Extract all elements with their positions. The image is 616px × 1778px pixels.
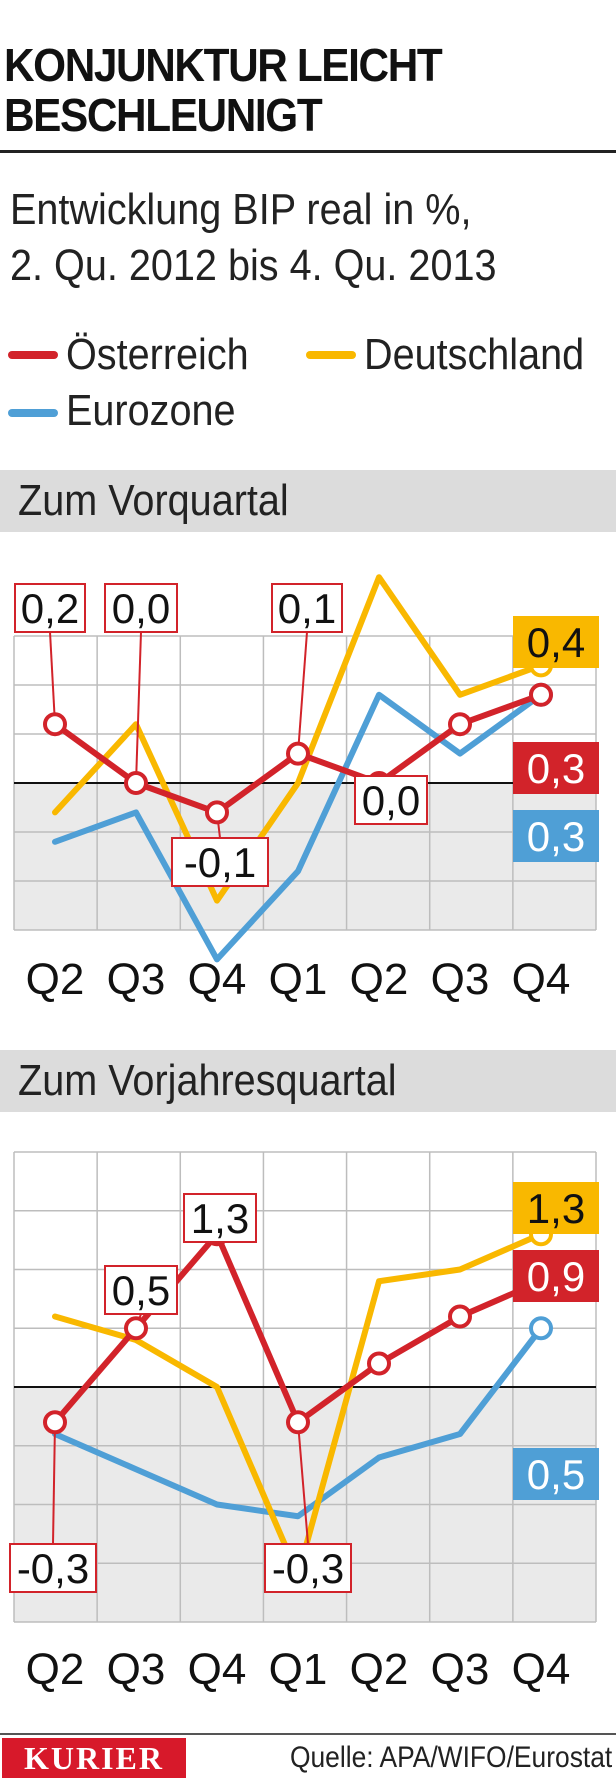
data-point-oesterreich <box>367 1351 391 1376</box>
x-tick-label-q4: Q4 <box>512 1645 571 1694</box>
data-label-box <box>183 1193 257 1243</box>
data-point-oesterreich <box>205 800 229 825</box>
data-label-box <box>354 775 428 825</box>
data-label-1-3: 1,3 <box>191 1195 249 1242</box>
x-tick-label-q4: Q4 <box>188 1645 247 1694</box>
section-title-vorjahresquartal: Zum Vorjahresquartal <box>18 1056 397 1105</box>
series-line-eurozone <box>52 691 544 963</box>
legend-swatch-austria <box>8 351 58 359</box>
legend-label-eurozone: Eurozone <box>66 386 236 435</box>
data-label-box <box>271 583 343 633</box>
x-tick-label-q2: Q2 <box>350 1645 409 1694</box>
section-header-vorjahresquartal: Zum Vorjahresquartal <box>0 1050 616 1112</box>
data-label-box <box>9 1543 97 1593</box>
data-point-oesterreich <box>286 1410 310 1435</box>
source-note: Quelle: APA/WIFO/Eurostat <box>289 1741 612 1774</box>
legend-swatch-germany <box>306 351 356 359</box>
end-label-oesterreich: 0,9 <box>527 1253 585 1300</box>
data-label-0-2: 0,2 <box>21 585 79 632</box>
data-point-oesterreich <box>43 1410 67 1435</box>
x-tick-label-q3: Q3 <box>431 955 490 1002</box>
data-label-0-0: 0,0 <box>112 585 170 632</box>
kurier-logo: KURIER <box>2 1738 186 1778</box>
data-point-oesterreich <box>286 741 310 766</box>
x-tick-label-q3: Q3 <box>107 955 166 1002</box>
x-tick-label-q4: Q4 <box>512 955 571 1002</box>
label-connector <box>297 631 308 754</box>
subtitle-line-1: Entwicklung BIP real in %, <box>10 185 472 234</box>
data-label-0-3: -0,3 <box>17 1545 89 1592</box>
label-connector <box>49 631 56 725</box>
legend-swatch-eurozone <box>8 409 58 417</box>
end-label-deutschland: 1,3 <box>527 1185 585 1232</box>
end-label-eurozone: 0,3 <box>527 813 585 860</box>
data-point-oesterreich <box>124 1316 148 1341</box>
chart-title: KONJUNKTUR LEICHT BESCHLEUNIGT <box>4 40 556 140</box>
title-divider <box>0 150 616 153</box>
data-label-0-1: -0,1 <box>184 839 256 886</box>
title-line-2: BESCHLEUNIGT <box>4 89 323 141</box>
chart-vorjahresquartal: -0,3 0,5 1,3 -0,3 0,9 1,3 0,5 Q2 Q3 Q4 Q1 Q2 Q3 Q4 <box>9 1151 599 1694</box>
data-point-oesterreich <box>448 1304 472 1329</box>
chart-subtitle: Entwicklung BIP real in %, 2. Qu. 2012 b… <box>10 182 550 294</box>
end-label-box-eurozone <box>513 1448 599 1500</box>
x-tick-label-q3: Q3 <box>431 1645 490 1694</box>
x-tick-label-q4: Q4 <box>188 955 247 1002</box>
x-tick-label-q2: Q2 <box>350 955 409 1002</box>
data-point-oesterreich <box>529 682 553 707</box>
x-tick-label-q3: Q3 <box>107 1645 166 1694</box>
label-connector <box>297 1422 309 1545</box>
data-label-box <box>171 837 269 887</box>
data-label-0-0: 0,0 <box>362 777 420 824</box>
subtitle-line-2: 2. Qu. 2012 bis 4. Qu. 2013 <box>10 241 497 290</box>
data-label-0-5: 0,5 <box>112 1267 170 1314</box>
end-label-box-oesterreich <box>513 1250 599 1302</box>
end-label-box-deutschland <box>513 1182 599 1234</box>
legend-label-austria: Österreich <box>66 330 249 379</box>
end-label-eurozone: 0,5 <box>527 1451 585 1498</box>
x-tick-label-q2: Q2 <box>26 1645 85 1694</box>
data-label-box <box>104 1265 178 1315</box>
title-line-1: KONJUNKTUR LEICHT <box>4 39 443 91</box>
series-line-eurozone <box>52 1325 544 1520</box>
section-title-vorquartal: Zum Vorquartal <box>18 476 289 525</box>
chart-vorquartal: 0,2 0,0 -0,1 0,1 0,0 0,3 0,4 0,3 Q2 Q3 Q4 Q1 Q2 Q3 Q4 <box>13 574 599 1002</box>
section-header-vorquartal: Zum Vorquartal <box>0 470 616 532</box>
x-tick-label-q1: Q1 <box>269 1645 328 1694</box>
end-label-oesterreich: 0,3 <box>527 745 585 792</box>
end-label-deutschland: 0,4 <box>527 619 585 666</box>
data-label-0-3: -0,3 <box>272 1545 344 1592</box>
data-label-box <box>104 583 178 633</box>
end-label-box-oesterreich <box>513 742 599 794</box>
label-connector <box>52 1422 56 1545</box>
data-label-box <box>14 583 86 633</box>
legend-label-germany: Deutschland <box>364 330 585 379</box>
data-point-oesterreich <box>43 712 67 737</box>
data-label-0-1: 0,1 <box>278 585 336 632</box>
x-tick-label-q1: Q1 <box>269 955 328 1002</box>
label-connector <box>135 631 142 784</box>
data-point-oesterreich <box>124 771 148 795</box>
series-line-deutschland <box>52 574 544 904</box>
data-point-eurozone <box>529 1316 553 1341</box>
x-tick-label-q2: Q2 <box>26 955 85 1002</box>
footer-divider <box>0 1733 616 1735</box>
end-label-box-deutschland <box>513 616 599 668</box>
end-label-box-eurozone <box>513 810 599 862</box>
data-point-oesterreich <box>448 712 472 737</box>
data-label-box <box>264 1543 352 1593</box>
